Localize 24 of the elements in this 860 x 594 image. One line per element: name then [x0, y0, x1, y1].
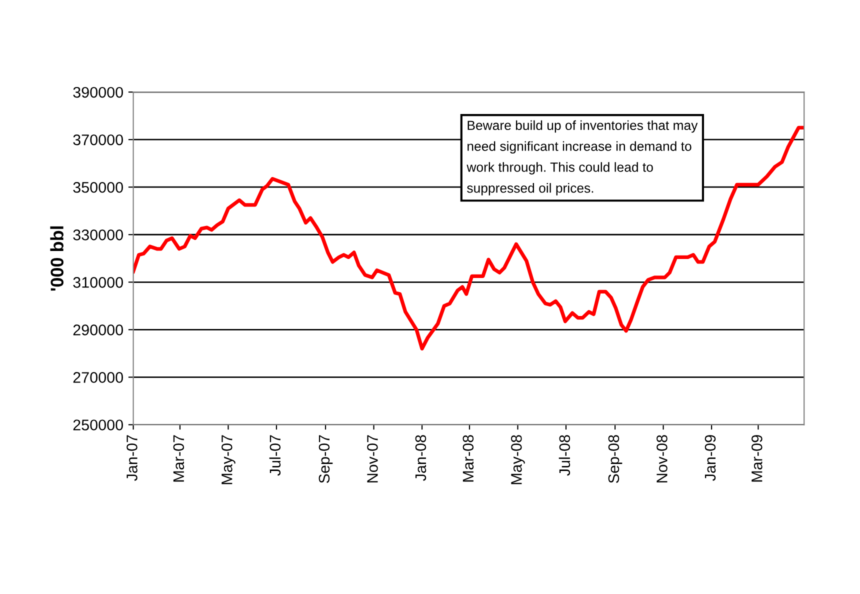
y-tick-label: 330000: [73, 230, 123, 240]
x-tick-label: Sep-08: [608, 435, 622, 483]
x-tick-label: Jul-08: [558, 435, 570, 476]
x-tick-label: Nov-08: [656, 435, 668, 482]
x-tick-label: Mar-07: [173, 435, 184, 482]
x-tick-label: Mar-08: [462, 435, 474, 482]
x-tick-label: Sep-07: [318, 435, 333, 483]
y-axis-title: '000 bbl: [50, 226, 64, 291]
y-tick-label: 290000: [73, 324, 123, 336]
x-tick-label: May-08: [511, 435, 525, 484]
y-tick-label: 270000: [73, 372, 123, 383]
y-tick-label: 310000: [73, 277, 123, 288]
x-tick-label: Jan-08: [415, 435, 426, 481]
x-tick-label: May-07: [222, 435, 236, 484]
x-tick-label: Jan-09: [704, 435, 716, 481]
y-tick-label: 250000: [73, 420, 123, 430]
x-tick-label: Nov-07: [367, 435, 378, 482]
x-tick-label: Mar-09: [752, 435, 762, 482]
y-tick-label: 370000: [73, 134, 123, 146]
x-tick-label: Jul-07: [269, 435, 281, 476]
annotation: Beware build up of inventories that may need significant increase in demand to work through. This could lead to suppressed oil prices.: [466, 120, 698, 196]
y-tick-label: 350000: [73, 182, 123, 193]
x-tick-label: Jan-07: [126, 435, 138, 481]
y-tick-label: 390000: [73, 86, 123, 98]
